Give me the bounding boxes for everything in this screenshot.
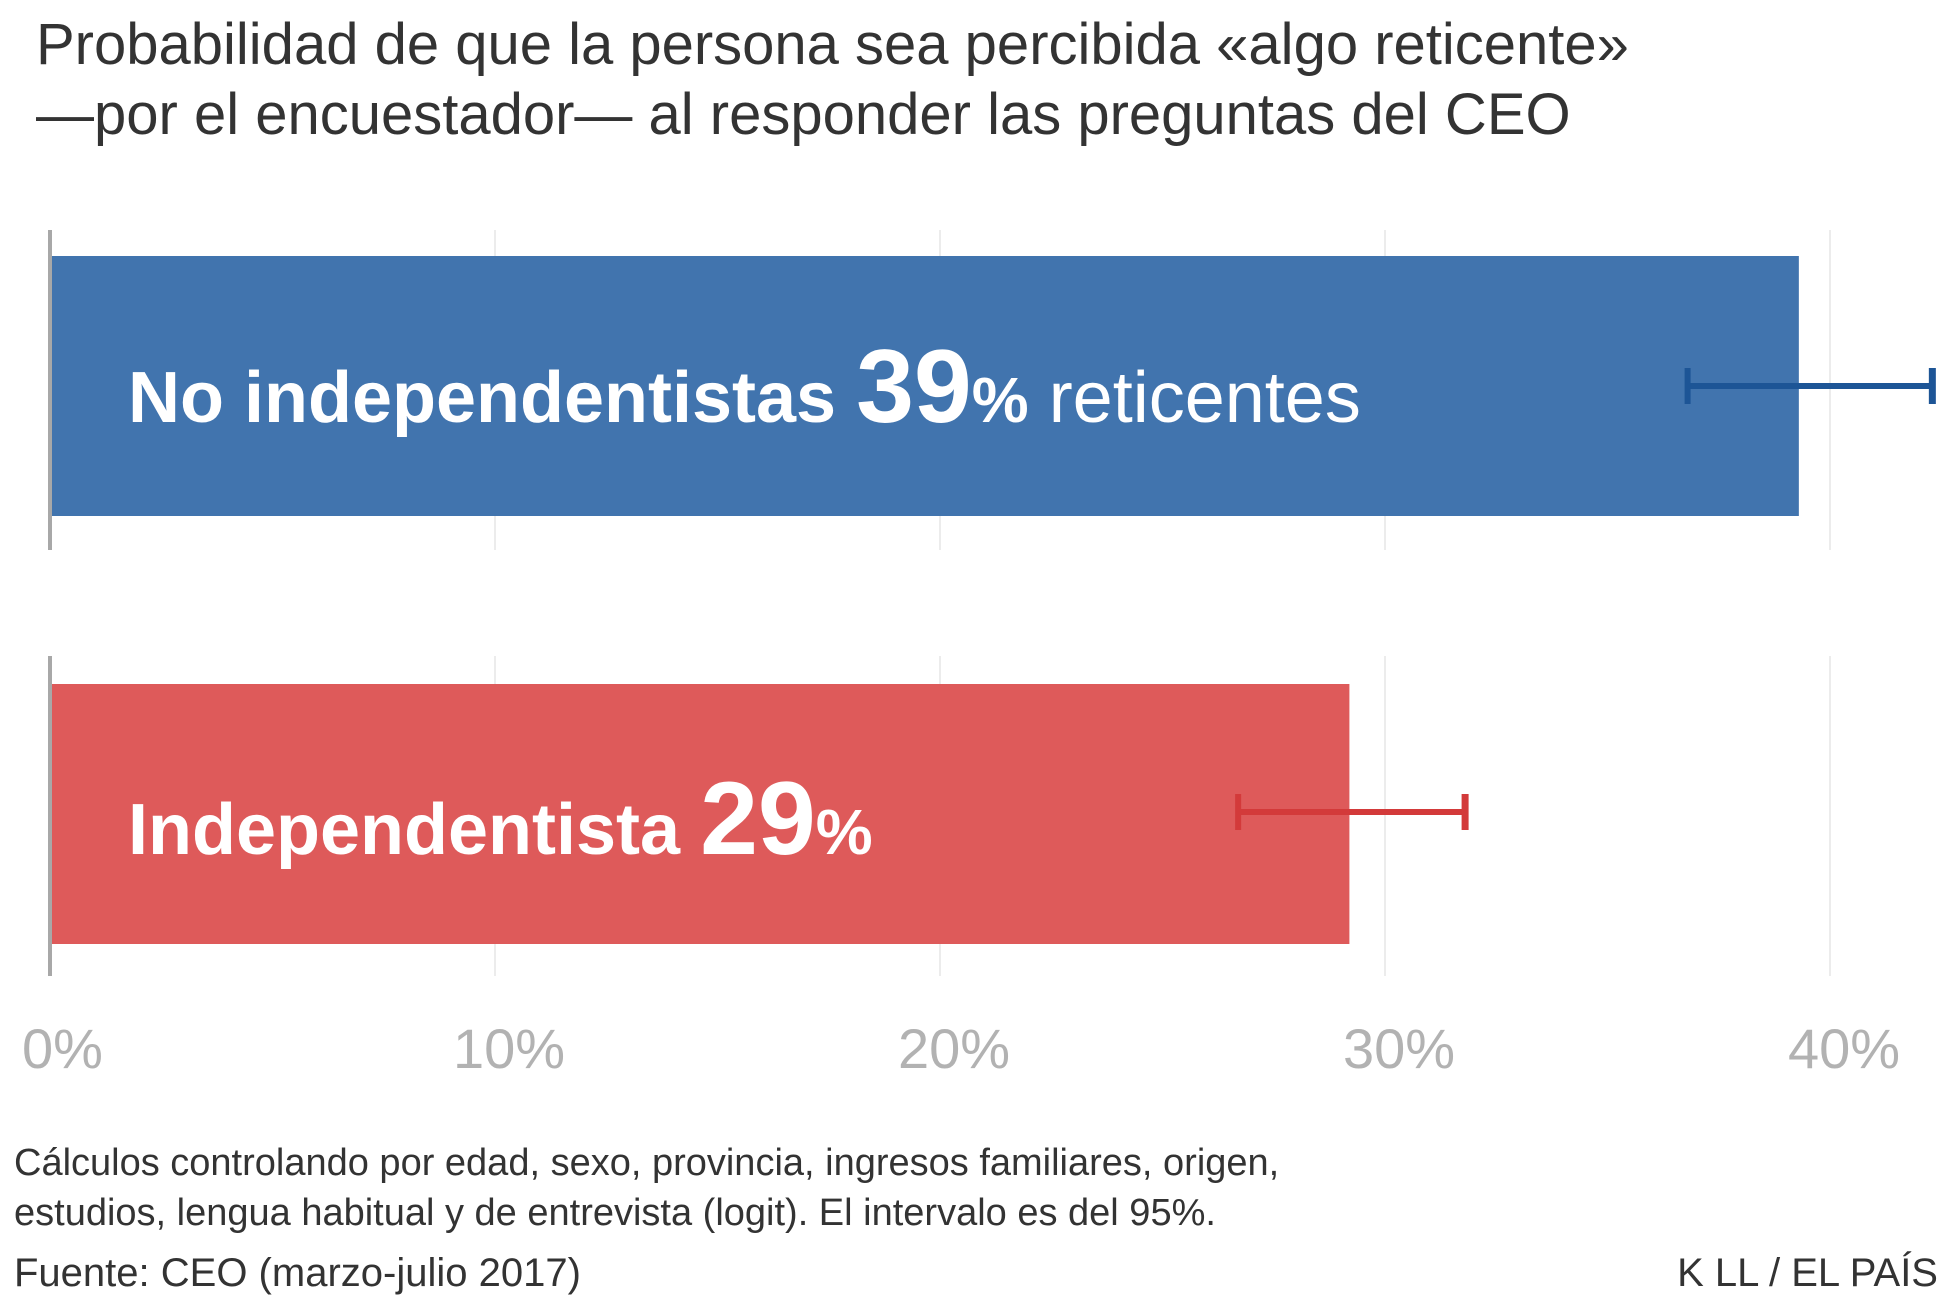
x-tick-label-3: 30% [1343, 1017, 1455, 1080]
notes-line-1: Cálculos controlando por edad, sexo, pro… [14, 1142, 1280, 1184]
bar-0 [50, 256, 1799, 516]
bar-value-label: 29 [700, 761, 816, 877]
x-tick-label-2: 20% [898, 1017, 1010, 1080]
bar-value-label: 39 [856, 329, 972, 445]
chart-notes: Cálculos controlando por edad, sexo, pro… [14, 1138, 1514, 1238]
chart-title: Probabilidad de que la persona sea perci… [36, 10, 1916, 150]
x-tick-label-4: 40% [1788, 1017, 1900, 1080]
bar-label-0: No independentistas 39% reticentes [128, 329, 1361, 445]
bar-category-label: No independentistas [128, 358, 856, 438]
chart-title-line-2: —por el encuestador— al responder las pr… [36, 82, 1571, 147]
notes-line-2: estudios, lengua habitual y de entrevist… [14, 1192, 1216, 1234]
credit-text: K LL / EL PAÍS [1677, 1251, 1938, 1295]
bar-category-label: Independentista [128, 790, 700, 870]
bar-unit-label: % [816, 796, 873, 868]
bar-1 [50, 684, 1350, 944]
bar-chart: No independentistas 39% reticentes Indepe… [22, 230, 1936, 1080]
bar-label-1: Independentista 29% [128, 761, 873, 877]
bar-unit-label: % [972, 364, 1029, 436]
chart-title-line-1: Probabilidad de que la persona sea perci… [36, 12, 1629, 77]
x-tick-label-0: 0% [22, 1017, 103, 1080]
bar-suffix-label: reticentes [1029, 358, 1361, 438]
x-tick-label-1: 10% [453, 1017, 565, 1080]
source-text: Fuente: CEO (marzo-julio 2017) [14, 1251, 581, 1295]
